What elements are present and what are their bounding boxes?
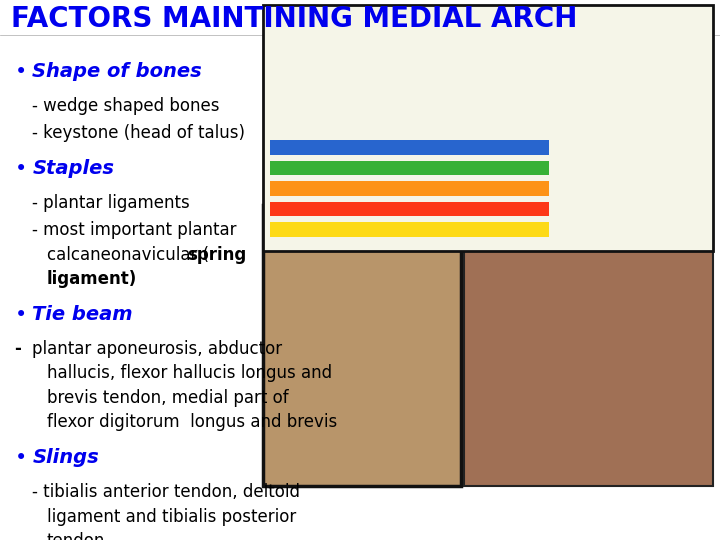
Text: plantar aponeurosis, abductor: plantar aponeurosis, abductor: [32, 340, 282, 358]
Bar: [464, 205, 713, 486]
Text: hallucis, flexor hallucis longus and: hallucis, flexor hallucis longus and: [47, 364, 332, 382]
Text: ligament): ligament): [47, 270, 137, 288]
Text: - tibialis anterior tendon, deltoid: - tibialis anterior tendon, deltoid: [32, 483, 300, 501]
FancyArrow shape: [270, 222, 549, 237]
Text: spring: spring: [187, 246, 246, 264]
Text: tendon: tendon: [47, 532, 105, 540]
Text: •: •: [14, 305, 27, 325]
Text: Shape of bones: Shape of bones: [32, 62, 202, 81]
Text: flexor digitorum  longus and brevis: flexor digitorum longus and brevis: [47, 413, 337, 431]
Text: FACTORS MAINTINING MEDIAL ARCH: FACTORS MAINTINING MEDIAL ARCH: [11, 5, 577, 33]
Text: Staples: Staples: [32, 159, 114, 178]
Text: - keystone (head of talus): - keystone (head of talus): [32, 124, 246, 142]
Text: ligament and tibialis posterior: ligament and tibialis posterior: [47, 508, 296, 525]
FancyArrow shape: [270, 140, 549, 154]
Text: •: •: [14, 62, 27, 82]
Text: •: •: [14, 448, 27, 468]
Text: calcaneonavicular (: calcaneonavicular (: [47, 246, 209, 264]
FancyArrow shape: [270, 161, 549, 175]
FancyArrow shape: [270, 202, 549, 216]
Bar: [263, 205, 461, 486]
Text: •: •: [14, 159, 27, 179]
Text: Tie beam: Tie beam: [32, 305, 133, 324]
Text: - most important plantar: - most important plantar: [32, 221, 237, 239]
Bar: [263, 5, 713, 251]
FancyArrow shape: [270, 181, 549, 195]
Text: -: -: [14, 340, 22, 358]
Text: - plantar ligaments: - plantar ligaments: [32, 194, 190, 212]
Text: - wedge shaped bones: - wedge shaped bones: [32, 97, 220, 115]
Text: brevis tendon, medial part of: brevis tendon, medial part of: [47, 389, 289, 407]
Text: Slings: Slings: [32, 448, 99, 467]
